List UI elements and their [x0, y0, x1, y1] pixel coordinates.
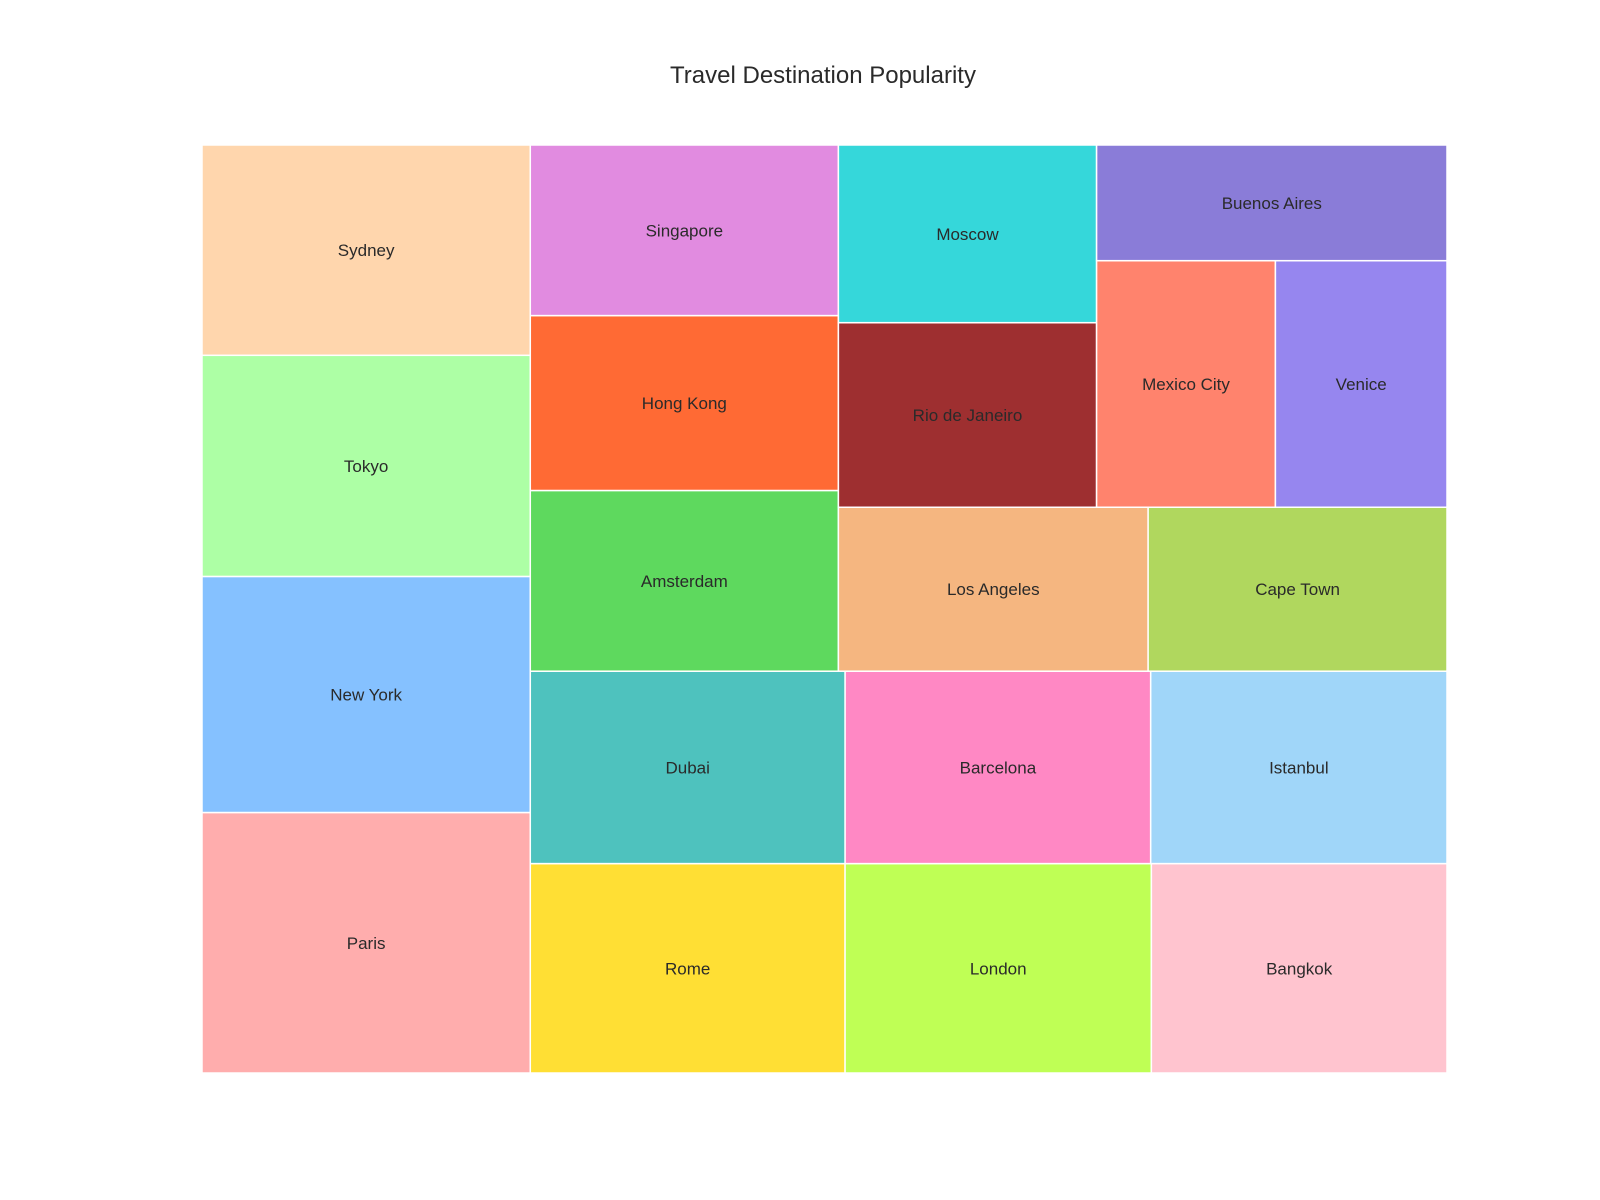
tile-rect-cape-town[interactable]: [1147, 506, 1448, 672]
tile-rect-istanbul[interactable]: [1149, 670, 1448, 865]
tile-sydney[interactable]: Sydney: [201, 144, 532, 357]
tile-label-new-york: New York: [330, 685, 402, 704]
tile-label-rio-de-janeiro: Rio de Janeiro: [913, 406, 1023, 425]
tile-label-paris: Paris: [347, 934, 386, 953]
tile-dubai[interactable]: Dubai: [529, 670, 846, 865]
tile-label-istanbul: Istanbul: [1269, 758, 1329, 777]
tile-rome[interactable]: Rome: [529, 862, 846, 1074]
tile-label-bangkok: Bangkok: [1266, 959, 1333, 978]
tile-label-rome: Rome: [665, 959, 710, 978]
tile-rect-singapore[interactable]: [529, 144, 840, 317]
tile-rio-de-janeiro[interactable]: Rio de Janeiro: [837, 321, 1098, 509]
tile-buenos-aires[interactable]: Buenos Aires: [1095, 144, 1448, 262]
tile-rect-tokyo[interactable]: [201, 354, 532, 578]
tile-rect-barcelona[interactable]: [844, 670, 1152, 865]
tile-rect-los-angeles[interactable]: [837, 506, 1149, 672]
tile-rect-amsterdam[interactable]: [529, 489, 840, 672]
tile-rect-paris[interactable]: [201, 811, 532, 1074]
treemap-tiles: Paris New York Tokyo Sydney Rome London Bangko…: [201, 144, 1448, 1074]
tile-mexico-city[interactable]: Mexico City: [1095, 259, 1277, 509]
tile-amsterdam[interactable]: Amsterdam: [529, 489, 840, 672]
tile-label-cape-town: Cape Town: [1255, 580, 1340, 599]
tile-label-singapore: Singapore: [646, 221, 724, 240]
tile-bangkok[interactable]: Bangkok: [1150, 862, 1448, 1074]
tile-label-venice: Venice: [1336, 375, 1387, 394]
tile-rect-london[interactable]: [844, 862, 1153, 1074]
chart-title: Travel Destination Popularity: [670, 62, 976, 89]
tile-label-buenos-aires: Buenos Aires: [1222, 194, 1322, 213]
tile-label-mexico-city: Mexico City: [1142, 375, 1230, 394]
tile-rect-sydney[interactable]: [201, 144, 532, 357]
tile-label-sydney: Sydney: [338, 241, 395, 260]
tile-barcelona[interactable]: Barcelona: [844, 670, 1152, 865]
tile-rect-venice[interactable]: [1274, 259, 1448, 509]
tile-venice[interactable]: Venice: [1274, 259, 1448, 509]
tile-label-moscow: Moscow: [936, 225, 999, 244]
tile-rect-buenos-aires[interactable]: [1095, 144, 1448, 262]
tile-label-barcelona: Barcelona: [960, 758, 1037, 777]
tile-label-amsterdam: Amsterdam: [641, 572, 728, 591]
tile-istanbul[interactable]: Istanbul: [1149, 670, 1448, 865]
tile-rect-hong-kong[interactable]: [529, 314, 840, 492]
tile-label-london: London: [970, 959, 1027, 978]
tile-singapore[interactable]: Singapore: [529, 144, 840, 317]
tile-label-dubai: Dubai: [665, 758, 709, 777]
tile-label-tokyo: Tokyo: [344, 457, 388, 476]
tile-rect-bangkok[interactable]: [1150, 862, 1448, 1074]
tile-paris[interactable]: Paris: [201, 811, 532, 1074]
tile-los-angeles[interactable]: Los Angeles: [837, 506, 1149, 672]
tile-hong-kong[interactable]: Hong Kong: [529, 314, 840, 492]
tile-rect-rio-de-janeiro[interactable]: [837, 321, 1098, 509]
tile-rect-rome[interactable]: [529, 862, 846, 1074]
tile-new-york[interactable]: New York: [201, 575, 532, 814]
tile-rect-moscow[interactable]: [837, 144, 1098, 324]
tile-label-los-angeles: Los Angeles: [947, 580, 1040, 599]
tile-rect-mexico-city[interactable]: [1095, 259, 1277, 509]
tile-cape-town[interactable]: Cape Town: [1147, 506, 1448, 672]
tile-label-hong-kong: Hong Kong: [642, 394, 727, 413]
tile-london[interactable]: London: [844, 862, 1153, 1074]
tile-rect-dubai[interactable]: [529, 670, 846, 865]
tile-tokyo[interactable]: Tokyo: [201, 354, 532, 578]
tile-moscow[interactable]: Moscow: [837, 144, 1098, 324]
